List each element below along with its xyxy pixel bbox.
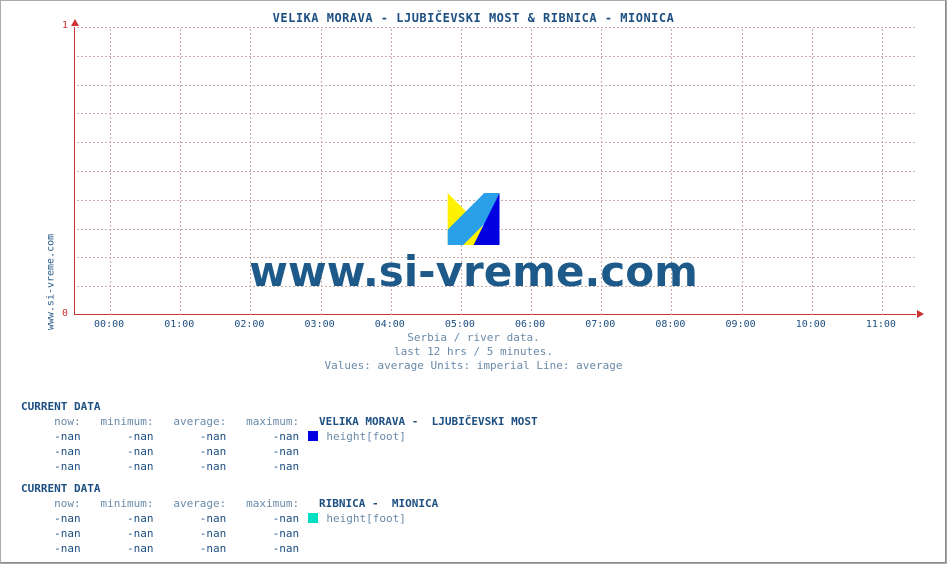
data-table-title: CURRENT DATA	[21, 399, 538, 414]
caption-line-3: Values: average Units: imperial Line: av…	[1, 359, 946, 372]
data-table-row: -nan -nan -nan -nan height[foot]	[21, 511, 438, 526]
data-table: CURRENT DATA now: minimum: average: maxi…	[21, 399, 538, 474]
y-axis-arrow	[71, 19, 79, 26]
x-axis-arrow	[917, 310, 924, 318]
data-table-row: -nan -nan -nan -nan	[21, 541, 438, 556]
watermark-text: www.si-vreme.com	[249, 247, 698, 296]
x-tick-label: 11:00	[866, 319, 896, 330]
grid-h	[76, 56, 917, 57]
data-table-header: now: minimum: average: maximum: VELIKA M…	[21, 414, 538, 429]
data-table-row: -nan -nan -nan -nan height[foot]	[21, 429, 538, 444]
x-tick-label: 09:00	[726, 319, 756, 330]
x-tick-label: 03:00	[305, 319, 335, 330]
watermark-logo	[447, 193, 499, 245]
grid-h	[76, 171, 917, 172]
grid-h	[76, 85, 917, 86]
x-tick-label: 05:00	[445, 319, 475, 330]
data-table-title: CURRENT DATA	[21, 481, 438, 496]
series-swatch	[308, 431, 318, 441]
x-tick-label: 08:00	[655, 319, 685, 330]
grid-v	[882, 28, 883, 315]
x-tick-label: 07:00	[585, 319, 615, 330]
x-tick-label: 02:00	[234, 319, 264, 330]
x-tick-label: 04:00	[375, 319, 405, 330]
data-table-header: now: minimum: average: maximum: RIBNICA …	[21, 496, 438, 511]
chart-title: VELIKA MORAVA - LJUBIČEVSKI MOST & RIBNI…	[1, 11, 946, 25]
caption-line-1: Serbia / river data.	[1, 331, 946, 344]
grid-v	[812, 28, 813, 315]
x-tick-label: 00:00	[94, 319, 124, 330]
grid-h	[76, 142, 917, 143]
grid-v	[180, 28, 181, 315]
y-tick-label: 1	[54, 20, 68, 31]
grid-h	[76, 27, 917, 28]
grid-v	[742, 28, 743, 315]
grid-h	[76, 113, 917, 114]
data-table-row: -nan -nan -nan -nan	[21, 444, 538, 459]
data-table: CURRENT DATA now: minimum: average: maxi…	[21, 481, 438, 556]
x-tick-label: 06:00	[515, 319, 545, 330]
watermark: www.si-vreme.com	[249, 193, 698, 296]
data-table-row: -nan -nan -nan -nan	[21, 459, 538, 474]
data-table-row: -nan -nan -nan -nan	[21, 526, 438, 541]
x-tick-label: 10:00	[796, 319, 826, 330]
x-tick-label: 01:00	[164, 319, 194, 330]
series-swatch	[308, 513, 318, 523]
grid-v	[110, 28, 111, 315]
y-tick-label: 0	[54, 308, 68, 319]
chart-frame: www.si-vreme.com VELIKA MORAVA - LJUBIČE…	[0, 0, 947, 564]
caption-line-2: last 12 hrs / 5 minutes.	[1, 345, 946, 358]
